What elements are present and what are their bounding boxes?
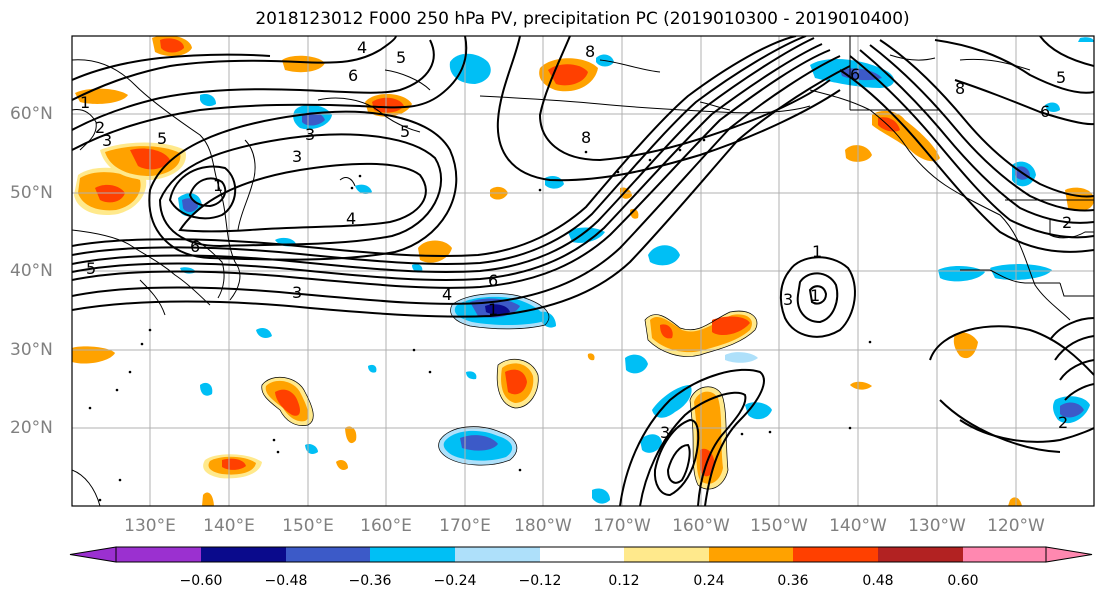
colorbar-swatch (624, 547, 709, 562)
colorbar-swatch (286, 547, 370, 562)
colorbar-tick-label: 0.36 (777, 573, 809, 589)
contour-label: 2 (1062, 213, 1072, 232)
lon-label: 120°W (987, 516, 1045, 536)
islands (88, 138, 872, 502)
contour-label: 4 (442, 285, 452, 304)
colorbar-extend-low (69, 546, 117, 563)
contour-labels: 4 5 6 8 2 3 5 1 3 4 6 5 3 4 6 1 8 1 3 1 … (80, 38, 1072, 442)
contour-label: 4 (346, 209, 356, 228)
contour-label: 5 (400, 122, 410, 141)
contour-label: 6 (488, 271, 498, 290)
contour-label: 1 (812, 242, 822, 261)
lon-label: 170°W (593, 516, 651, 536)
colorbar-swatch (963, 547, 1046, 562)
contour-label: 6 (348, 66, 358, 85)
graticule (72, 36, 1094, 506)
colorbar-tick-label: −0.48 (264, 573, 308, 589)
colorbar-tick-label: −0.60 (179, 573, 223, 589)
colorbar-tick-label: 0.60 (947, 573, 979, 589)
lat-label-60n: 60°N (10, 104, 53, 124)
lat-label-40n: 40°N (10, 261, 53, 281)
contour-label: 5 (157, 129, 167, 148)
colorbar-swatch (201, 547, 286, 562)
lon-label: 140°E (203, 516, 255, 536)
colorbar-swatch (878, 547, 963, 562)
colorbar-tick-label: −0.12 (518, 573, 562, 589)
contour-label: 5 (86, 259, 96, 278)
lon-label: 180°W (514, 516, 572, 536)
lon-label: 160°W (672, 516, 730, 536)
colorbar-tick-label: −0.24 (433, 573, 477, 589)
contour-label: 3 (292, 147, 302, 166)
colorbar-swatch (370, 547, 455, 562)
contour-label: 3 (660, 423, 670, 442)
contour-label: 8 (955, 79, 965, 98)
contour-label: 6 (190, 237, 200, 256)
positive-precip-shading (72, 36, 1094, 506)
lon-label: 150°W (750, 516, 808, 536)
colorbar-extend-high (1045, 546, 1093, 563)
colorbar-tick-label: −0.36 (348, 573, 392, 589)
contour-label: 2 (95, 118, 105, 137)
lon-label: 130°E (124, 516, 176, 536)
lon-label: 150°E (282, 516, 334, 536)
contour-label: 6 (1040, 102, 1050, 121)
map-frame (71, 35, 1095, 507)
lon-label: 160°E (360, 516, 412, 536)
lon-label: 140°W (829, 516, 887, 536)
contour-label: 4 (357, 38, 367, 57)
lat-label-30n: 30°N (10, 340, 53, 360)
contour-label: 1 (488, 300, 498, 319)
contour-label: 3 (305, 125, 315, 144)
contour-label: 1 (213, 176, 223, 195)
contour-label: 2 (1058, 413, 1068, 432)
contour-label: 3 (102, 131, 112, 150)
contour-label: 1 (810, 286, 820, 305)
lon-label: 170°E (439, 516, 491, 536)
colorbar-tick-label: 0.24 (693, 573, 725, 589)
colorbar-tick-label: 0.48 (862, 573, 894, 589)
colorbar-swatch (540, 547, 624, 562)
contour-label: 8 (581, 128, 591, 147)
lat-label-50n: 50°N (10, 183, 53, 203)
colorbar-swatch (455, 547, 540, 562)
contour-label: 5 (1056, 68, 1066, 87)
contour-label: 3 (783, 290, 793, 309)
pv-contours (72, 36, 1094, 506)
lat-label-20n: 20°N (10, 418, 53, 438)
map-title: 2018123012 F000 250 hPa PV, precipitatio… (255, 9, 910, 29)
colorbar-swatch (116, 547, 201, 562)
colorbar-swatch (709, 547, 793, 562)
contour-label: 8 (585, 42, 595, 61)
contour-label: 3 (292, 283, 302, 302)
colorbar-tick-label: 0.12 (608, 573, 640, 589)
contour-label: 5 (396, 48, 406, 67)
contour-label: 6 (850, 65, 860, 84)
lon-label: 130°W (908, 516, 966, 536)
colorbar-swatch (793, 547, 878, 562)
contour-label: 1 (80, 93, 90, 112)
